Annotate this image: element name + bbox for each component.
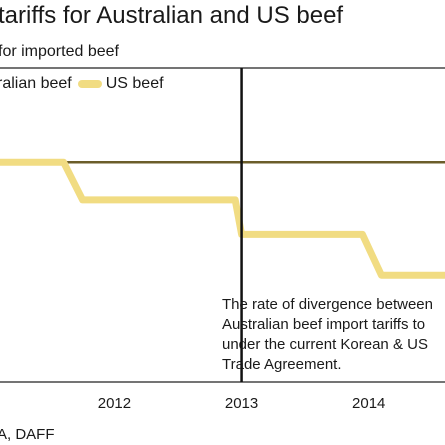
- x-tick-label: 2012: [97, 395, 132, 412]
- legend: ralian beef US beef: [0, 75, 164, 93]
- source-note: A, DAFF: [0, 426, 55, 443]
- chart-title: tariffs for Australian and US beef: [0, 2, 344, 29]
- x-tick-label: 2014: [352, 395, 386, 412]
- chart-subtitle: for imported beef: [0, 43, 119, 60]
- legend-label-us-beef: US beef: [105, 75, 164, 92]
- legend-swatch-us-beef: [77, 80, 102, 88]
- chart-annotation: The rate of divergence between Australia…: [222, 296, 433, 373]
- legend-label-australian-beef: ralian beef: [0, 75, 72, 92]
- series-line-us-beef: [0, 158, 445, 279]
- x-tick-label: 2013: [224, 395, 259, 412]
